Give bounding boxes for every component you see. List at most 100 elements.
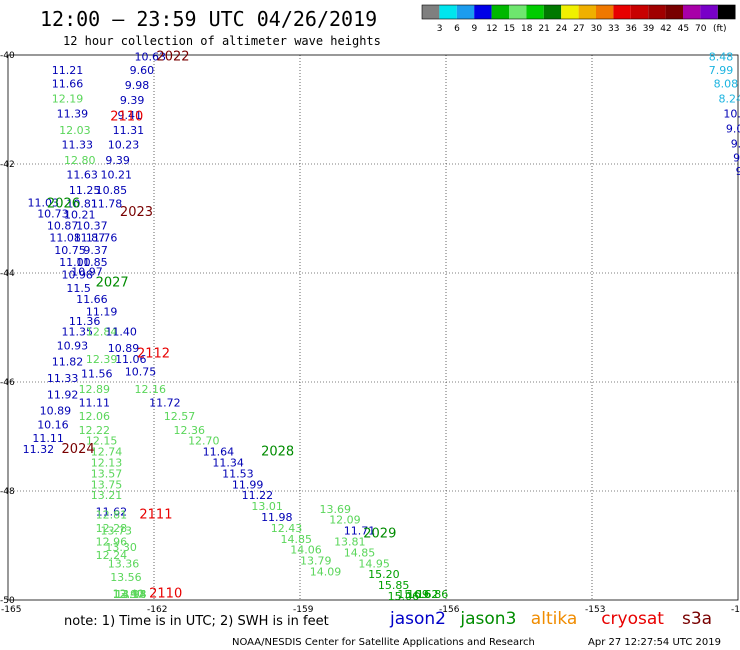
swh-value: 9.4 (733, 151, 740, 164)
swh-value: 12.96 (96, 536, 128, 549)
colorbar-label: 39 (643, 24, 655, 34)
swh-value: 10.97 (71, 266, 103, 279)
swh-value: 10.23 (108, 139, 139, 152)
colorbar-swatch (474, 5, 492, 19)
colorbar-label: 36 (625, 24, 637, 34)
chart-title: 12:00 – 23:59 UTC 04/26/2019 (40, 7, 377, 31)
pass-number-label: 2111 (139, 507, 172, 522)
pass-number-label: 2028 (261, 445, 294, 460)
swh-value: 13.01 (251, 500, 282, 513)
x-tick-label: -165 (1, 605, 21, 615)
swh-value: 12.40 (113, 587, 145, 600)
swh-value: 11.64 (203, 446, 235, 459)
swh-value: 13.79 (300, 555, 332, 568)
swh-value: 12.22 (79, 424, 111, 437)
swh-value: 11.92 (47, 388, 79, 401)
x-tick-label: -159 (293, 605, 314, 615)
credit-line: NOAA/NESDIS Center for Satellite Applica… (232, 637, 535, 648)
swh-value: 10.16 (37, 418, 68, 431)
swh-value: 10.73 (37, 207, 68, 220)
swh-value: 11.82 (52, 356, 84, 369)
swh-value: 11.03 (27, 197, 59, 210)
swh-value: 11.11 (32, 432, 64, 445)
colorbar-swatch (422, 5, 440, 19)
colorbar-label: 18 (521, 24, 533, 34)
swh-value: 14.85 (344, 546, 376, 559)
swh-value: 13.75 (91, 478, 123, 491)
swh-value: 16.62 (407, 588, 439, 601)
swh-value: 11.25 (69, 184, 101, 197)
swh-value: 12.19 (52, 92, 84, 105)
colorbar-swatch (683, 5, 701, 19)
colorbar-swatch (665, 5, 683, 19)
swh-value: 16.86 (417, 588, 449, 601)
swh-value: 11.99 (232, 478, 264, 491)
colorbar-swatch (439, 5, 457, 19)
wave-height-values: 10.639.609.989.399.4111.3110.239.3910.21… (23, 50, 740, 603)
swh-value: 9.39 (120, 94, 145, 107)
swh-value: 13.69 (319, 503, 351, 516)
colorbar-swatch (630, 5, 649, 19)
swh-value: 10.98 (62, 268, 94, 281)
pass-number-label: 2110 (149, 586, 182, 601)
swh-value: 11.06 (115, 353, 147, 366)
satellite-legend-s3a: s3a (682, 609, 712, 629)
swh-value: 10.37 (76, 219, 108, 232)
swh-value: 12.28 (96, 522, 128, 535)
swh-value: 10.85 (96, 184, 128, 197)
colorbar-swatch (509, 5, 527, 19)
swh-value: 10.93 (57, 339, 89, 352)
swh-value: 12.80 (64, 154, 96, 167)
y-tick-label: -48 (0, 487, 15, 497)
swh-value: 14.95 (358, 557, 390, 570)
swh-value: 9.3 (731, 138, 740, 151)
colorbar-label: 9 (472, 24, 478, 34)
pass-number-label: 2022 (156, 49, 189, 64)
swh-value: 13.30 (105, 541, 137, 554)
swh-value: 12.16 (135, 383, 167, 396)
swh-value: 11.36 (69, 315, 101, 328)
y-tick-label: -42 (0, 160, 15, 170)
colorbar-swatch (648, 5, 666, 19)
colorbar-label: 42 (660, 24, 671, 34)
swh-value: 11.08 (49, 231, 81, 244)
colorbar-label: 27 (573, 24, 584, 34)
satellite-legend-altika: altika (531, 609, 578, 629)
pass-labels: 2022 2110 2023 2026 2027 2112 2024 2028 2111 2029… (47, 49, 396, 601)
swh-value: 11.35 (62, 326, 94, 339)
y-tick-label: -46 (0, 378, 15, 388)
swh-value: 11.72 (149, 397, 181, 410)
swh-value: 9.39 (105, 154, 130, 167)
swh-value: 10.89 (108, 342, 139, 355)
swh-value: 9.37 (83, 244, 108, 257)
satellite-legend-cryosat: cryosat (601, 609, 664, 629)
pass-number-label: 2029 (363, 526, 396, 541)
colorbar-swatch (543, 5, 562, 19)
x-tick-label: -150 (731, 605, 740, 615)
swh-value: 11.31 (113, 124, 145, 137)
pass-number-label: 2023 (120, 205, 153, 220)
pass-number-label: 2024 (62, 442, 95, 457)
swh-value: 11.66 (76, 293, 108, 306)
swh-value: 11.53 (222, 467, 254, 480)
swh-value: 10.81 (66, 198, 98, 211)
colorbar-swatch (491, 5, 509, 19)
swh-value: 11.34 (212, 456, 244, 469)
swh-value: 7.99 (709, 64, 734, 77)
swh-value: 11.5 (66, 282, 91, 295)
colorbar-label: 3 (437, 24, 443, 34)
swh-value: 11.33 (47, 372, 79, 385)
colorbar-legend: 3 6 9 12 15 18 21 24 27 30 33 36 39 42 45 70 (ft) (421, 4, 736, 34)
chart-subtitle: 12 hour collection of altimeter wave hei… (63, 34, 381, 48)
x-tick-label: -162 (147, 605, 167, 615)
swh-value: 13.81 (334, 536, 366, 549)
swh-value: 13.21 (91, 489, 123, 502)
swh-value: 12.43 (271, 522, 303, 535)
plot-frame (7, 54, 739, 601)
satellite-legend-jason3: jason3 (459, 609, 516, 629)
pass-number-label: 2026 (47, 197, 80, 212)
swh-value: 15.09 (397, 588, 429, 601)
swh-value: 11.98 (261, 511, 293, 524)
colorbar-label: 12 (486, 24, 497, 34)
timestamp: Apr 27 12:27:54 UTC 2019 (588, 637, 721, 648)
